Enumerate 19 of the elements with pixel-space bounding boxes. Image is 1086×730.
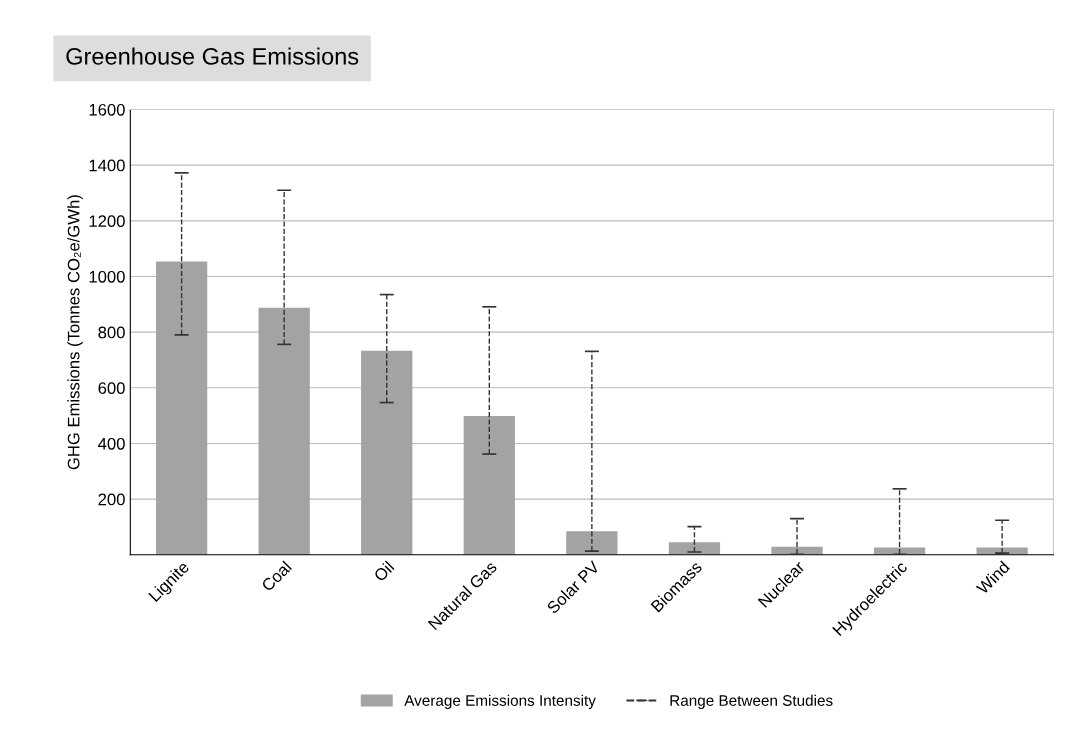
bar xyxy=(463,415,515,555)
text: Range Between Studies xyxy=(670,694,833,709)
bar xyxy=(258,307,310,555)
bar xyxy=(361,350,413,555)
y-tick-label: 1600 xyxy=(89,103,125,116)
y-axis-title: GHG Emissions (Tonnes CO₂e/GWh) xyxy=(67,195,83,470)
y-tick-label: 800 xyxy=(98,326,125,339)
y-tick-label: 1400 xyxy=(89,159,125,172)
bar xyxy=(155,261,208,555)
y-tick-label: 600 xyxy=(98,382,125,395)
legend-label: Average Emissions Intensity xyxy=(404,694,596,709)
bar xyxy=(566,531,618,555)
bar xyxy=(668,542,721,555)
y-tick-label: 1200 xyxy=(89,215,125,228)
y-tick-label: 1000 xyxy=(89,270,125,283)
y-tick-label: 200 xyxy=(98,493,125,506)
chart-title: Greenhouse Gas Emissions xyxy=(66,47,359,65)
y-tick-label: 400 xyxy=(98,437,125,450)
x-tick-label: Oil xyxy=(372,560,395,583)
